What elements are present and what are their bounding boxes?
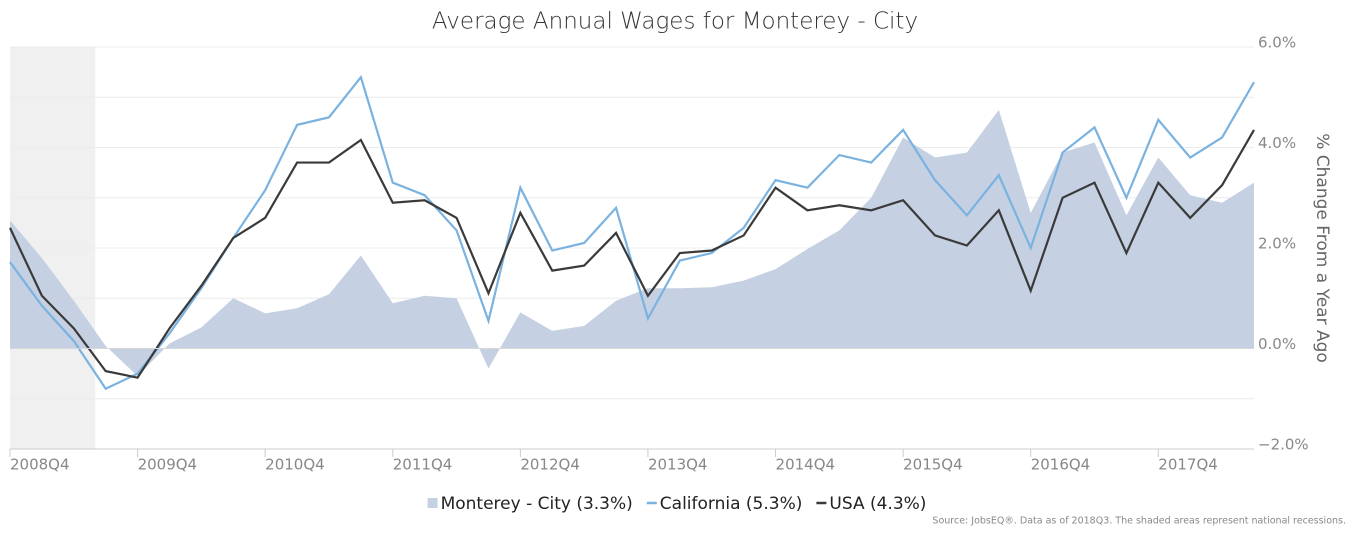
y-tick-label: 4.0% <box>1258 134 1296 152</box>
x-tick-label: 2015Q4 <box>903 456 963 474</box>
y-axis-label: % Change From a Year Ago <box>1312 133 1332 363</box>
area <box>10 109 1254 377</box>
x-tick-label: 2016Q4 <box>1031 456 1091 474</box>
x-tick-label: 2010Q4 <box>265 456 325 474</box>
chart-title: Average Annual Wages for Monterey - City <box>432 9 918 35</box>
y-tick-label: 6.0% <box>1258 34 1296 52</box>
legend-swatch <box>427 498 438 508</box>
x-tick-label: 2017Q4 <box>1158 456 1218 474</box>
legend-label: Monterey - City (3.3%) <box>441 494 633 514</box>
x-tick-label: 2014Q4 <box>776 456 836 474</box>
legend: Monterey - City (3.3%) California (5.3%) U… <box>427 494 926 514</box>
x-tick-label: 2011Q4 <box>393 456 453 474</box>
x-tick-label: 2008Q4 <box>10 456 70 474</box>
source-note: Source: JobsEQ®. Data as of 2018Q3. The … <box>932 516 1346 527</box>
x-tick-label: 2013Q4 <box>648 456 708 474</box>
y-tick-label: −2.0% <box>1258 436 1309 454</box>
line <box>9 129 1255 379</box>
x-tick-label: 2012Q4 <box>520 456 580 474</box>
x-tick-label: 2009Q4 <box>138 456 198 474</box>
y-tick-label: 0.0% <box>1258 335 1296 353</box>
legend-label: California (5.3%) <box>660 494 803 514</box>
legend-label: USA (4.3%) <box>829 494 926 514</box>
y-tick-label: 2.0% <box>1258 235 1296 253</box>
